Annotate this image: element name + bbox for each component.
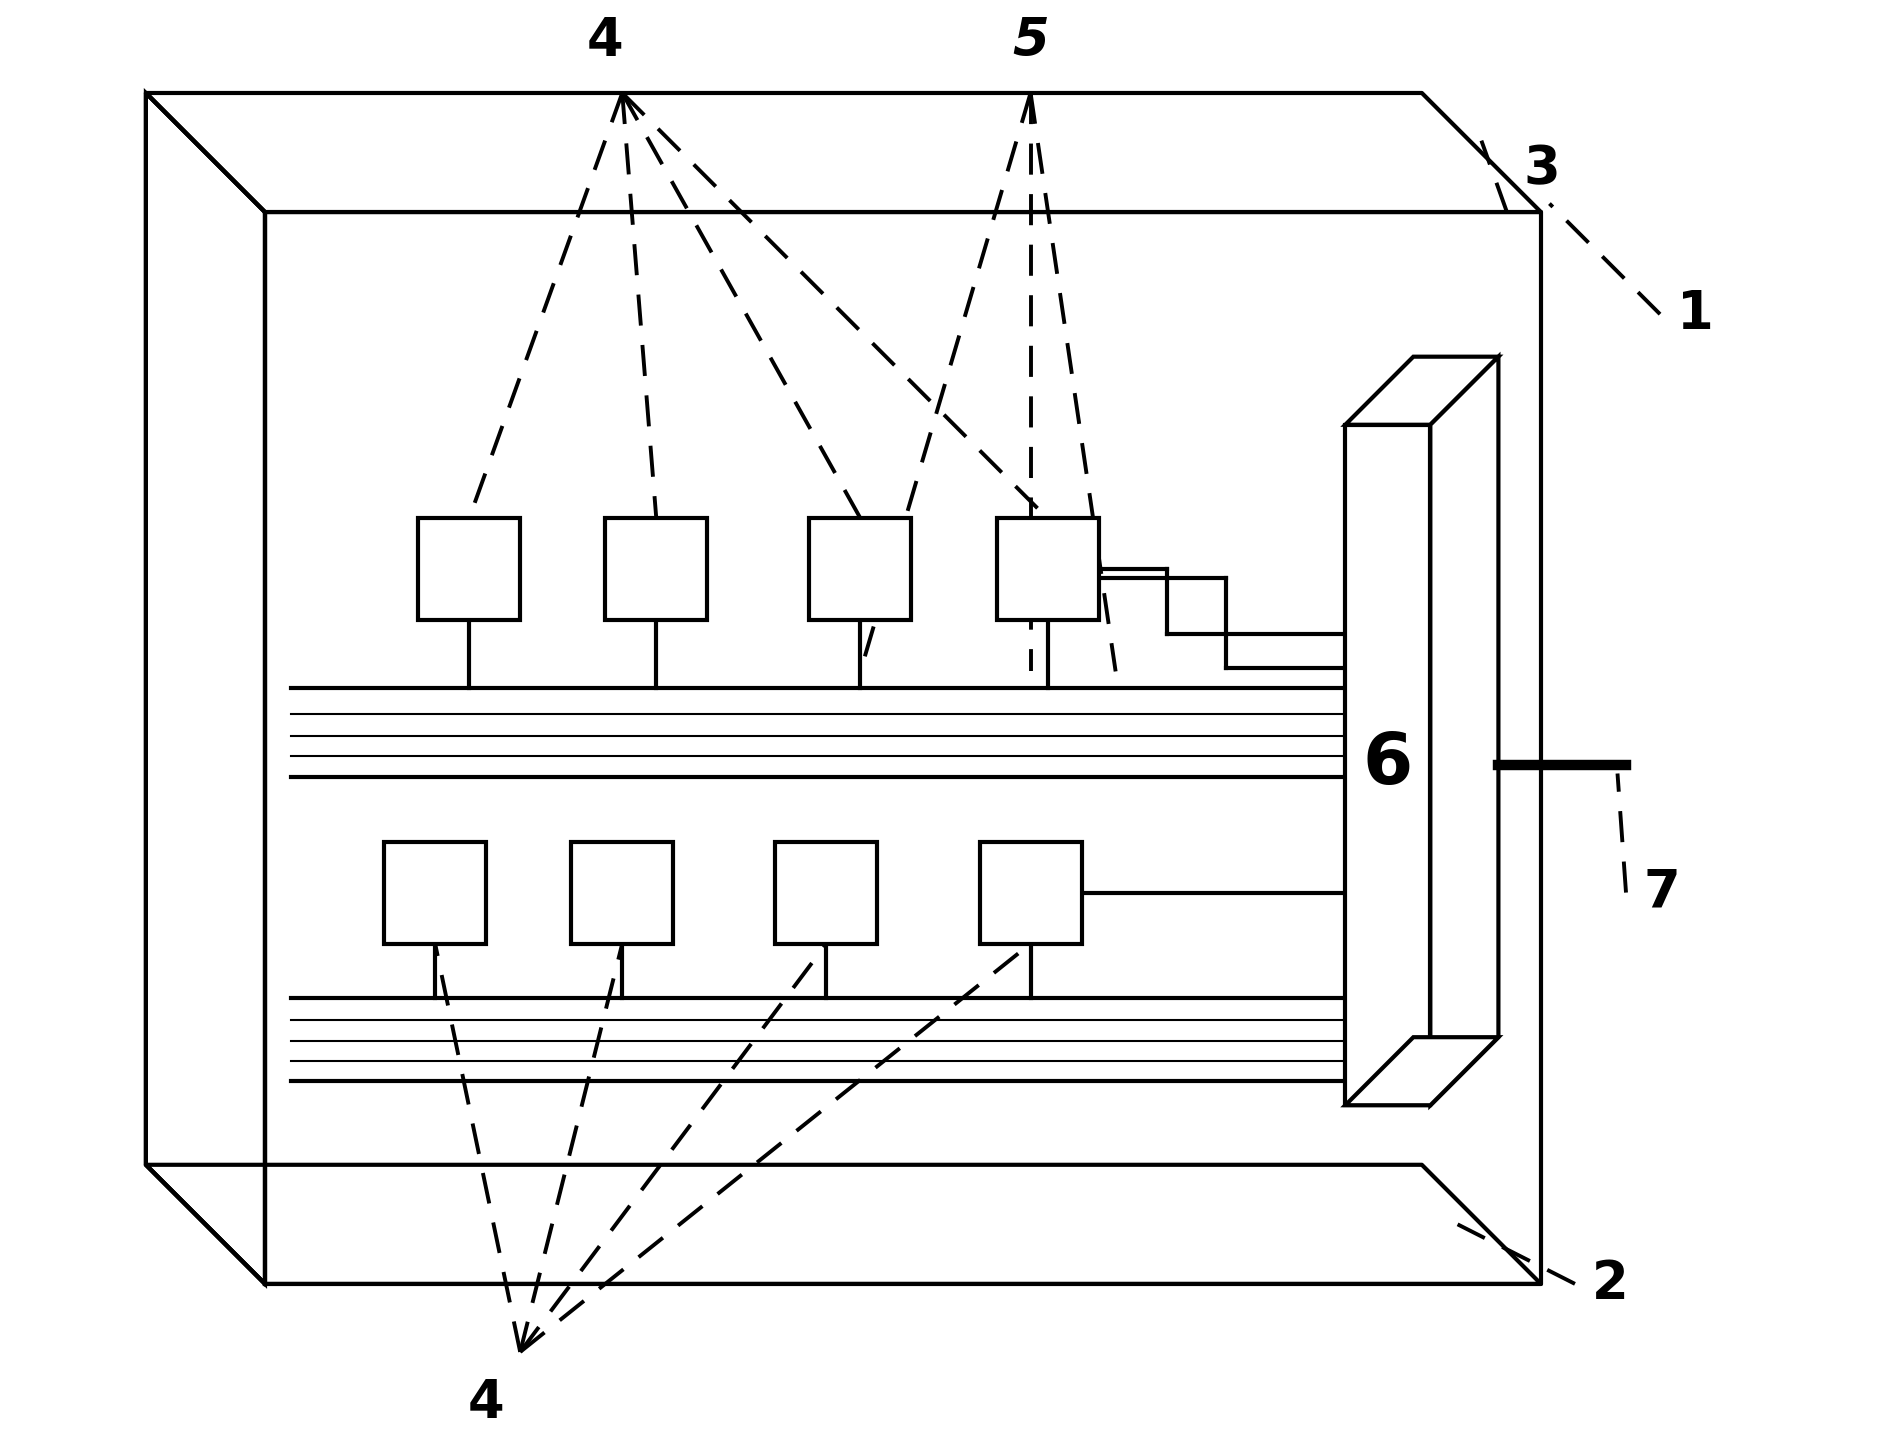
Bar: [1345, 425, 1430, 1106]
Bar: [418, 518, 520, 620]
Text: 5: 5: [1012, 16, 1050, 67]
Bar: [809, 518, 911, 620]
Bar: [775, 842, 877, 944]
Bar: [571, 842, 673, 944]
Text: 6: 6: [1363, 730, 1413, 799]
Text: 7: 7: [1643, 866, 1679, 918]
Text: 2: 2: [1592, 1257, 1628, 1310]
Bar: [980, 842, 1082, 944]
Text: 1: 1: [1677, 288, 1713, 341]
Polygon shape: [1345, 357, 1498, 425]
Polygon shape: [146, 93, 265, 1285]
Polygon shape: [1430, 357, 1498, 1106]
Bar: [997, 518, 1099, 620]
Bar: [384, 842, 486, 944]
Bar: [605, 518, 707, 620]
Text: 4: 4: [586, 16, 624, 67]
Text: 3: 3: [1524, 143, 1560, 195]
Text: 4: 4: [467, 1378, 505, 1429]
Polygon shape: [1345, 1037, 1498, 1106]
